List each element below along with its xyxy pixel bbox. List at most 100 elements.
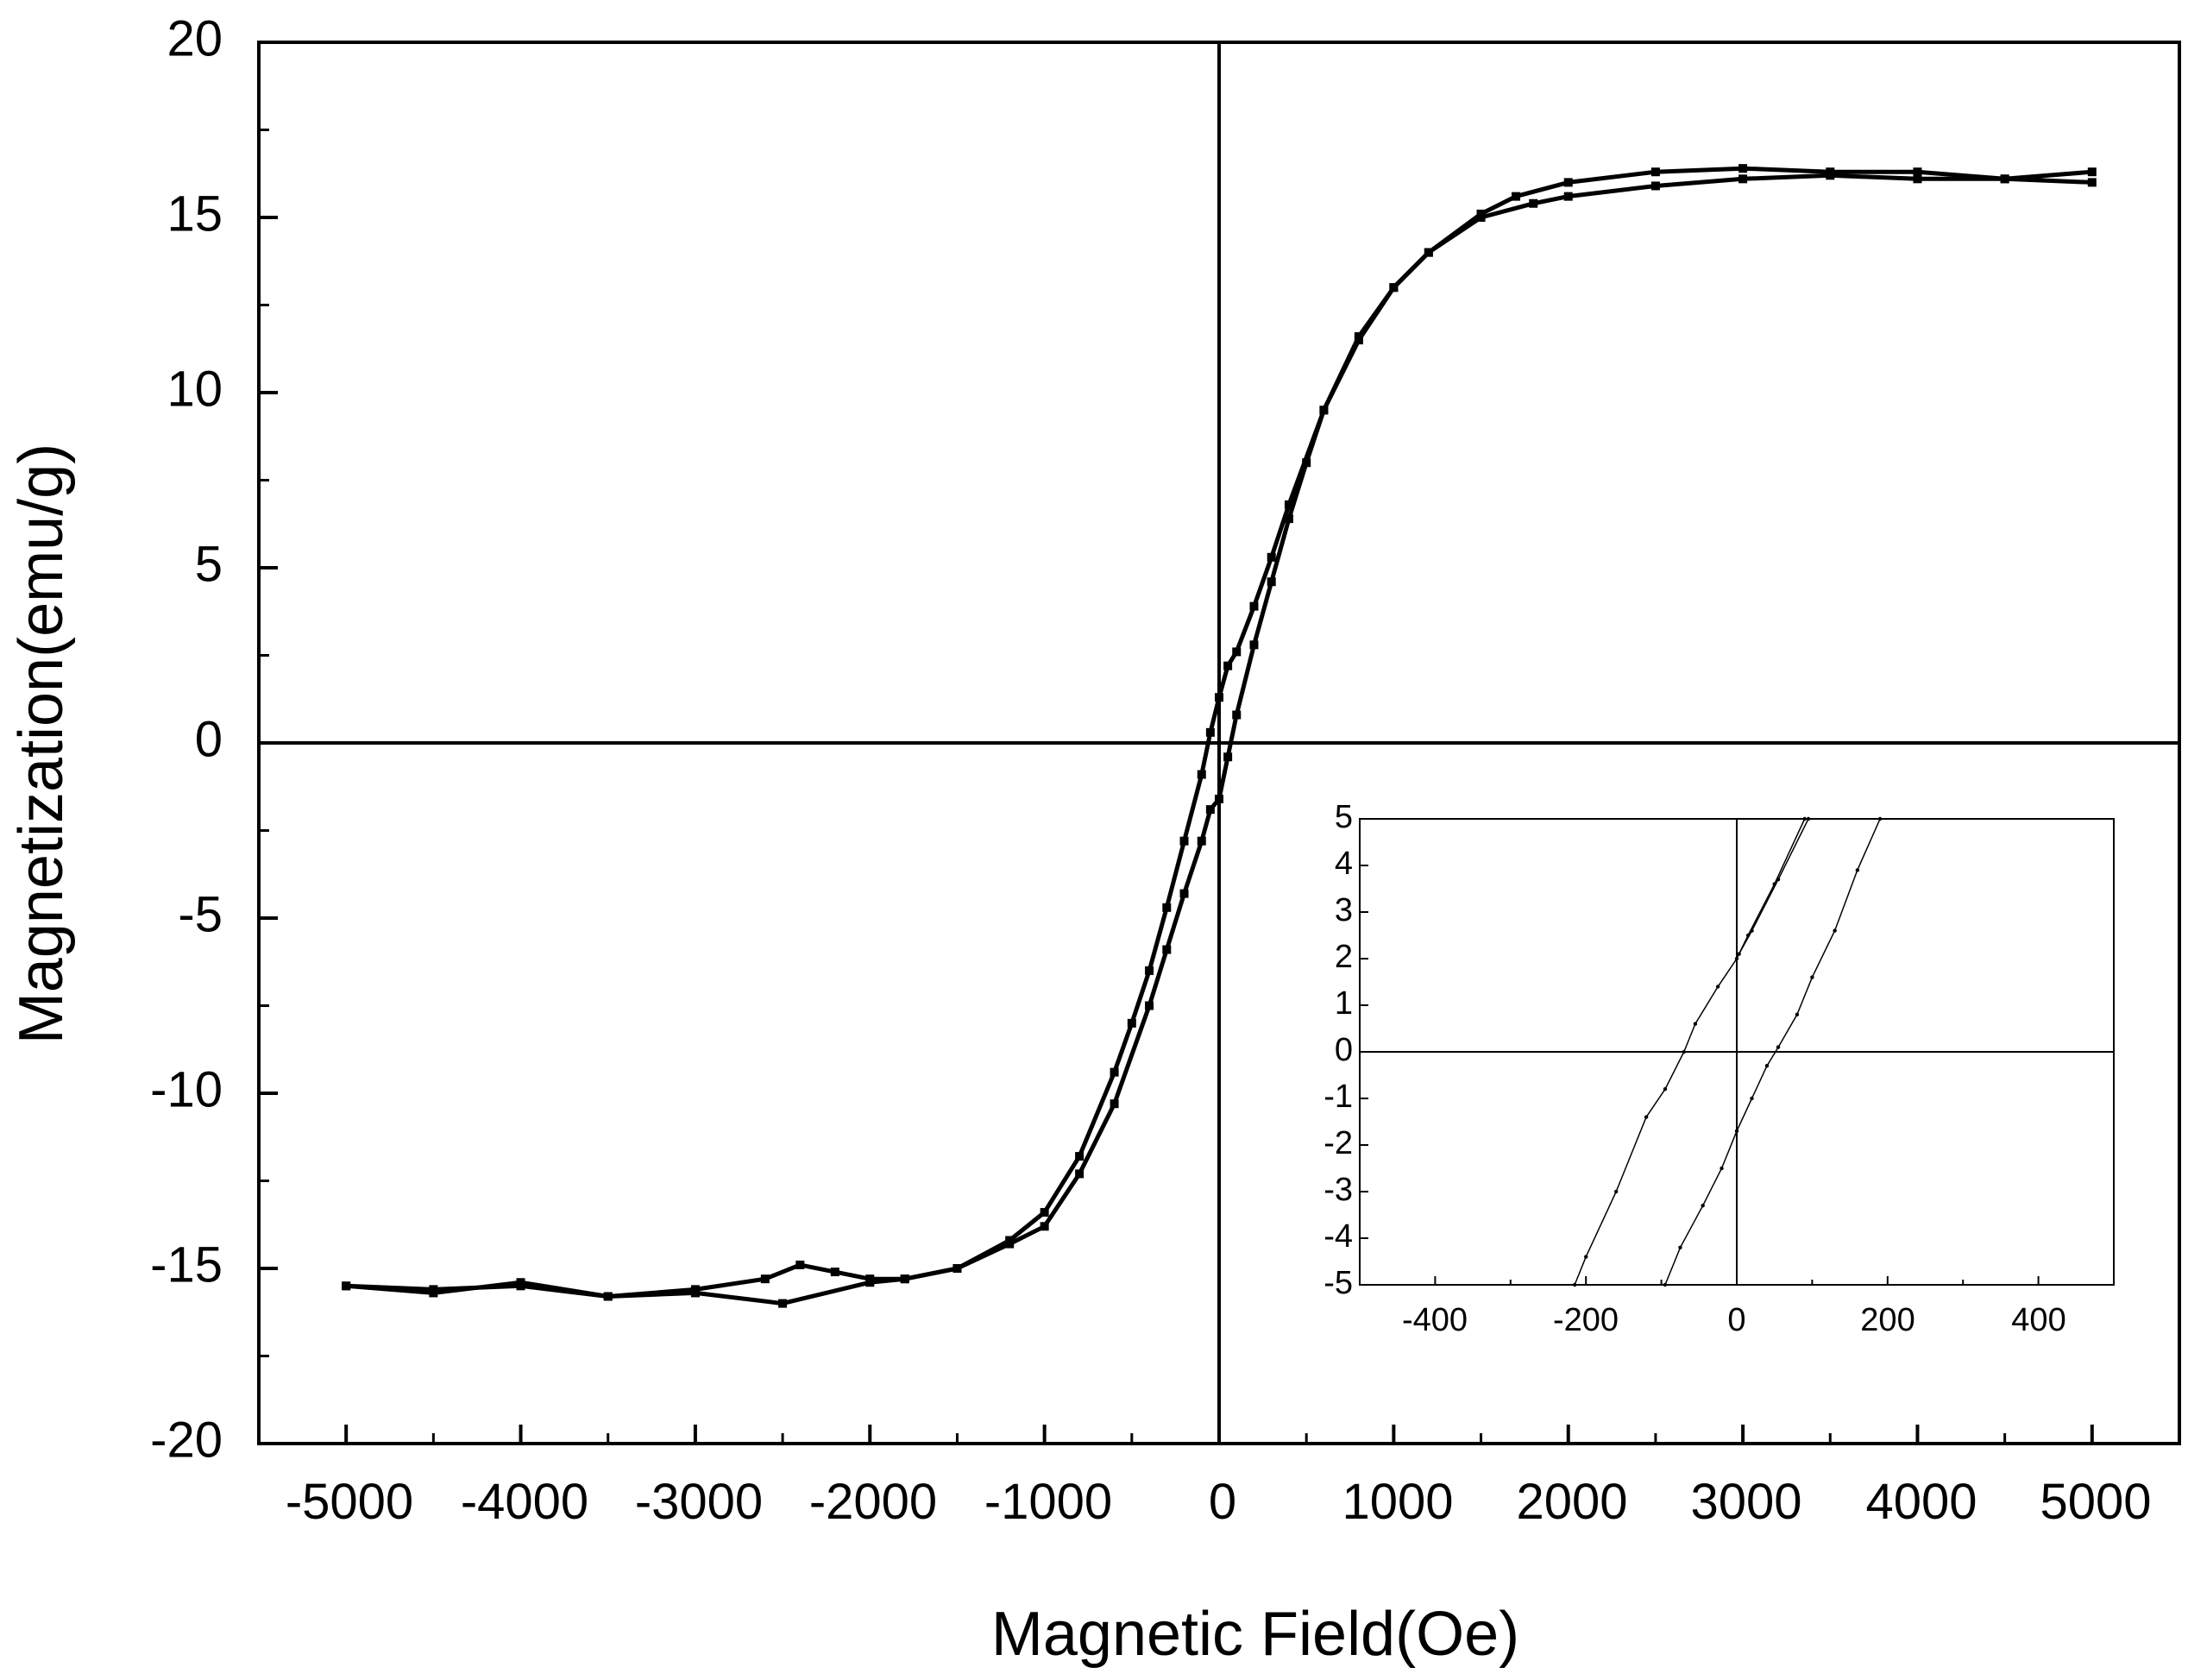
y-tick-label: -15: [150, 1236, 223, 1293]
inset-y-tick-label: -1: [1323, 1079, 1353, 1115]
inset-y-tick-label: 1: [1335, 985, 1353, 1022]
inset-series-line-2: [1738, 818, 1809, 954]
main-data-point: [1563, 178, 1573, 187]
main-data-point: [1145, 1001, 1154, 1010]
main-data-point: [1127, 1018, 1136, 1028]
main-data-point: [429, 1288, 438, 1298]
main-data-layer: [342, 164, 2097, 1308]
inset-series-line-1: [1574, 818, 1806, 1286]
main-data-point: [778, 1299, 788, 1308]
inset-data-point: [1613, 1189, 1619, 1194]
y-tick-label: 20: [167, 10, 223, 66]
inset-data-point: [1764, 1064, 1770, 1068]
main-data-point: [1197, 770, 1206, 779]
main-data-point: [1249, 640, 1259, 650]
main-data-point: [2087, 178, 2097, 187]
y-axis-title: Magnetization(emu/g): [7, 444, 76, 1044]
main-data-point: [2087, 167, 2097, 177]
x-tick-label: -2000: [809, 1474, 937, 1530]
main-data-point: [1563, 192, 1573, 201]
main-data-point: [1424, 248, 1433, 257]
main-data-point: [830, 1268, 839, 1277]
main-data-point: [1005, 1239, 1015, 1249]
main-data-point: [1913, 174, 1922, 184]
main-data-point: [1205, 805, 1215, 815]
main-data-point: [1162, 903, 1172, 912]
x-tick-label: 5000: [2040, 1474, 2151, 1530]
y-tick-label: -20: [150, 1412, 223, 1468]
main-data-point: [1232, 710, 1242, 720]
main-data-point: [1284, 514, 1293, 524]
main-series-line-1: [346, 166, 2092, 1299]
main-data-point: [516, 1278, 525, 1287]
inset-y-tick-label: 5: [1335, 799, 1353, 835]
main-data-point: [1040, 1222, 1049, 1231]
inset-data-point: [1678, 1245, 1682, 1250]
inset-data-point: [1715, 985, 1720, 989]
main-data-point: [1354, 332, 1363, 342]
x-tick-label: -3000: [635, 1474, 763, 1530]
inset-y-tick-label: 4: [1335, 846, 1353, 882]
main-data-point: [603, 1292, 613, 1301]
main-data-point: [900, 1274, 909, 1284]
inset-plot: 5 4 3 2 1 0 -1 -2 -3 -4 -5 -400 -200 0 2…: [1323, 799, 2115, 1338]
main-data-point: [1267, 577, 1276, 587]
main-data-point: [865, 1278, 875, 1287]
inset-data-point: [1737, 952, 1741, 956]
inset-tick-marks: [1360, 818, 2040, 1286]
x-tick-label: -1000: [984, 1474, 1112, 1530]
main-data-point: [1826, 171, 1835, 180]
inset-data-point: [1855, 868, 1860, 872]
inset-data-point: [1750, 928, 1754, 933]
main-data-point: [1389, 283, 1399, 293]
main-plot: 20 15 10 5 0 -5 -10 -15 -20 -5000 -4000 …: [7, 10, 2181, 1669]
y-tick-label: 10: [167, 361, 223, 417]
main-data-point: [1110, 1099, 1119, 1109]
x-tick-label: 1000: [1342, 1474, 1453, 1530]
y-tick-label: 5: [195, 536, 223, 592]
main-data-point: [1197, 836, 1206, 846]
inset-x-tick-label: 400: [2011, 1302, 2065, 1338]
x-axis-title: Magnetic Field(Oe): [991, 1600, 1519, 1669]
inset-y-tick-label: -3: [1323, 1172, 1353, 1208]
main-data-point: [953, 1264, 962, 1273]
inset-data-point: [1701, 1204, 1705, 1208]
x-tick-label: 3000: [1690, 1474, 1801, 1530]
inset-y-tick-label: -2: [1323, 1125, 1353, 1161]
main-data-point: [1738, 174, 1748, 184]
inset-x-tick-label: 200: [1860, 1302, 1914, 1338]
main-data-point: [1145, 966, 1154, 975]
main-data-point: [1512, 192, 1521, 201]
main-data-point: [1232, 647, 1242, 657]
main-data-point: [1913, 167, 1922, 177]
main-data-point: [1223, 752, 1233, 762]
main-data-point: [1075, 1152, 1085, 1161]
inset-data-point: [1833, 928, 1837, 933]
main-data-point: [1179, 889, 1189, 898]
inset-data-point: [1776, 1045, 1781, 1049]
x-tick-label: 4000: [1865, 1474, 1977, 1530]
main-data-point: [690, 1288, 700, 1298]
inset-y-tick-label: -5: [1323, 1265, 1353, 1301]
main-data-point: [1162, 945, 1172, 954]
x-tick-label: 2000: [1516, 1474, 1627, 1530]
inset-data-point: [1750, 1096, 1754, 1101]
main-data-point: [1223, 661, 1233, 670]
main-data-point: [760, 1274, 770, 1284]
x-tick-label: -4000: [461, 1474, 588, 1530]
main-data-point: [1075, 1169, 1085, 1179]
main-tick-marks: [259, 41, 2094, 1445]
inset-y-tick-label: 2: [1335, 939, 1353, 975]
main-data-point: [1302, 458, 1311, 468]
inset-data-point: [1693, 1022, 1698, 1026]
main-series-line-2: [346, 169, 2092, 1306]
main-data-point: [1179, 836, 1189, 846]
main-data-point: [1319, 406, 1329, 415]
inset-data-point: [1776, 878, 1781, 882]
main-data-point: [1284, 500, 1293, 509]
x-tick-label: -5000: [286, 1474, 413, 1530]
main-data-point: [1249, 601, 1259, 611]
inset-x-tick-label: 0: [1727, 1302, 1745, 1338]
inset-x-tick-label: -200: [1553, 1302, 1619, 1338]
